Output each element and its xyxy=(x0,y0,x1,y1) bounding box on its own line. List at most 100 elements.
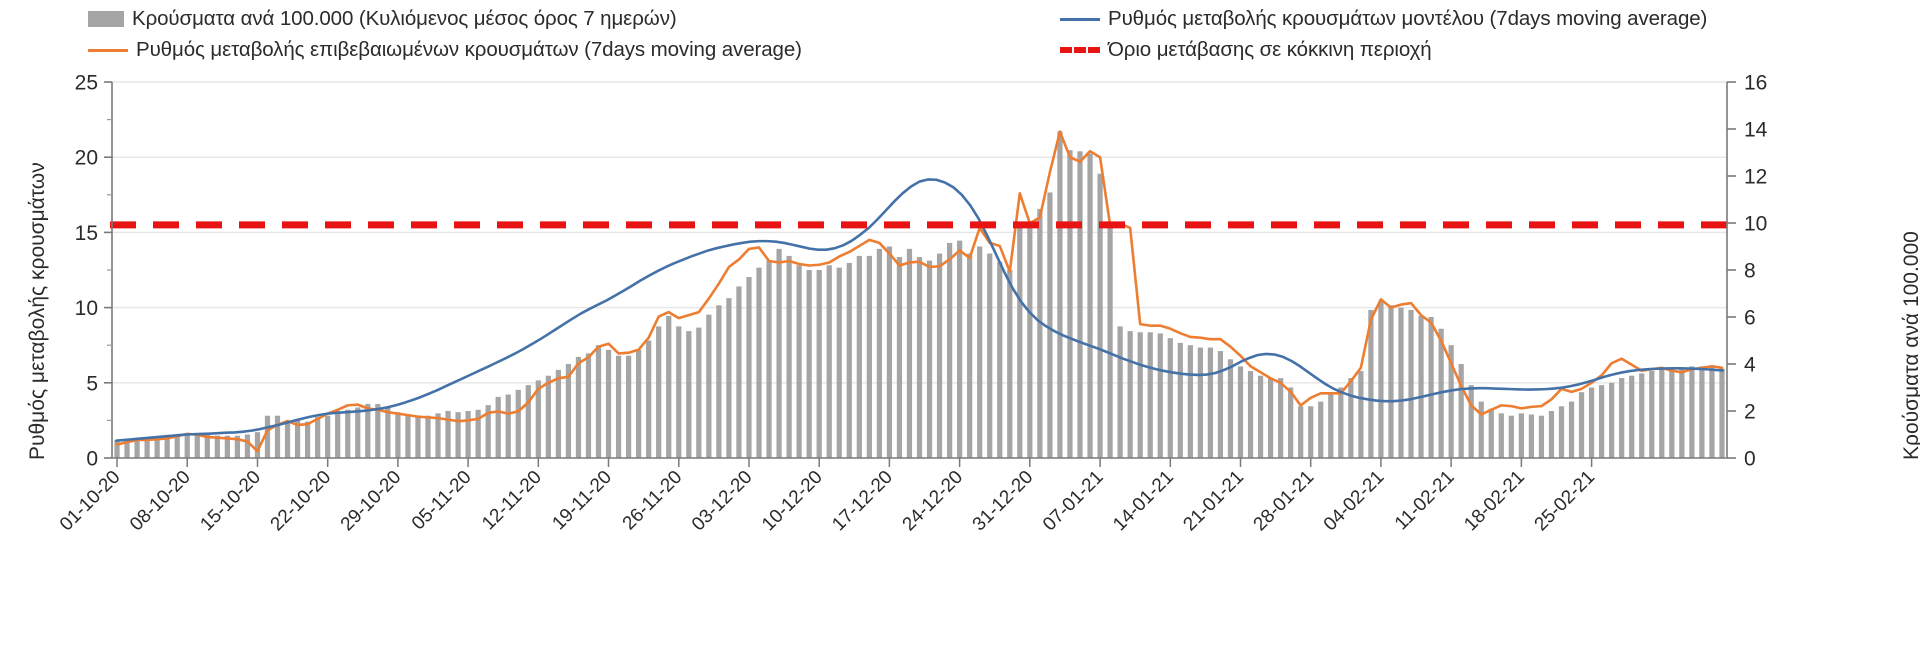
bar xyxy=(1247,371,1254,458)
bar xyxy=(385,406,391,458)
legend-label-red-threshold: Όριο μετάβασης σε κόκκινη περιοχή xyxy=(1108,38,1432,61)
legend-label-bars: Κρούσματα ανά 100.000 (Κυλιόμενος μέσος … xyxy=(132,7,677,30)
bar xyxy=(746,277,752,458)
bar xyxy=(967,253,973,458)
bar xyxy=(1619,378,1625,458)
legend-item-bars[interactable]: Κρούσματα ανά 100.000 (Κυλιόμενος μέσος … xyxy=(88,7,677,31)
x-tick-label: 19-11-20 xyxy=(548,467,616,535)
bar xyxy=(796,265,802,458)
y-tick-label-left: 10 xyxy=(75,297,98,320)
bar xyxy=(615,355,622,458)
bar xyxy=(1498,413,1504,458)
legend-item-confirmed-rate[interactable]: Ρυθμός μεταβολής επιβεβαιωμένων κρουσμάτ… xyxy=(88,38,802,62)
bar xyxy=(776,248,782,458)
y-tick-label-right: 2 xyxy=(1744,401,1756,424)
y-tick-label-right: 0 xyxy=(1744,448,1756,471)
bar xyxy=(545,375,551,458)
bar xyxy=(1197,347,1203,458)
bar xyxy=(1067,150,1073,458)
bar xyxy=(1418,315,1424,458)
bar xyxy=(1588,387,1595,458)
bar xyxy=(1568,401,1575,458)
bar xyxy=(1629,375,1635,458)
bar xyxy=(1227,359,1234,458)
bar xyxy=(786,255,792,458)
bar xyxy=(575,356,582,458)
x-tick-label: 04-02-21 xyxy=(1320,467,1389,536)
bar xyxy=(1127,331,1133,458)
bar xyxy=(114,440,120,459)
bar xyxy=(1157,333,1163,458)
bar xyxy=(204,434,210,458)
bar xyxy=(355,407,361,458)
bar xyxy=(144,438,150,458)
bar xyxy=(1458,364,1464,458)
bar xyxy=(916,257,923,458)
bar xyxy=(1328,394,1334,458)
x-tick-label: 15-10-20 xyxy=(196,467,265,536)
bar xyxy=(124,439,130,458)
bar xyxy=(656,326,662,458)
bar xyxy=(345,409,351,458)
bar xyxy=(1207,347,1214,458)
bar xyxy=(555,369,561,459)
bar xyxy=(405,415,411,458)
legend-item-red-threshold[interactable]: Όριο μετάβασης σε κόκκινη περιοχή xyxy=(1060,38,1432,62)
bar xyxy=(1137,332,1143,458)
bar xyxy=(244,434,251,458)
bar xyxy=(565,364,572,458)
bar xyxy=(365,403,371,458)
legend-label-model-rate: Ρυθμός μεταβολής κρουσμάτων μοντέλου (7d… xyxy=(1108,7,1708,30)
bar xyxy=(515,389,521,458)
bar xyxy=(1358,371,1364,458)
legend-item-model-rate[interactable]: Ρυθμός μεταβολής κρουσμάτων μοντέλου (7d… xyxy=(1060,7,1707,31)
bar xyxy=(676,326,682,458)
line-series-model-rate xyxy=(114,178,1725,442)
bar xyxy=(435,413,441,458)
bar xyxy=(1398,307,1404,458)
bar xyxy=(866,255,872,458)
chart-legend: Κρούσματα ανά 100.000 (Κυλιόμενος μέσος … xyxy=(0,0,1920,66)
bar xyxy=(425,415,431,458)
bar-swatch-icon xyxy=(88,11,124,27)
bar xyxy=(1689,366,1695,458)
x-tick-label: 24-12-20 xyxy=(899,467,968,536)
y-axis-right-ticks: 0 2 4 6 8 10 12 14 16 xyxy=(1727,72,1768,471)
y-tick-label-right: 14 xyxy=(1744,119,1768,142)
legend-label-confirmed-rate: Ρυθμός μεταβολής επιβεβαιωμένων κρουσμάτ… xyxy=(136,38,802,61)
x-tick-label: 10-12-20 xyxy=(758,467,827,536)
bar-series xyxy=(114,131,1725,459)
bar xyxy=(1037,208,1043,458)
bar xyxy=(1017,227,1023,458)
bar xyxy=(1428,317,1434,458)
bar xyxy=(1679,367,1685,458)
bar xyxy=(1187,345,1193,458)
bar xyxy=(1599,385,1605,458)
bar xyxy=(666,315,672,458)
bar xyxy=(1077,151,1083,458)
x-tick-label: 12-11-20 xyxy=(478,467,546,535)
bar xyxy=(1709,367,1715,458)
x-tick-label: 31-12-20 xyxy=(969,467,1038,536)
y-tick-label-right: 10 xyxy=(1744,213,1767,236)
bar xyxy=(535,380,541,458)
bar xyxy=(1117,326,1123,458)
bar xyxy=(264,415,271,458)
line-series-confirmed-rate xyxy=(115,130,1724,453)
bar xyxy=(977,246,983,458)
bar xyxy=(987,253,993,458)
bar xyxy=(315,416,321,459)
bar xyxy=(1699,366,1705,458)
x-axis-ticks: 01-10-20 08-10-20 15-10-20 22-10-20 29-10-20… xyxy=(56,458,1599,535)
bar xyxy=(1478,401,1484,458)
bar xyxy=(1538,415,1545,458)
bar xyxy=(886,246,893,458)
bar xyxy=(214,435,220,458)
bar xyxy=(234,435,240,458)
bar xyxy=(1368,309,1374,458)
y-tick-label-left: 25 xyxy=(75,72,98,95)
bar xyxy=(1047,192,1053,458)
bar xyxy=(1278,378,1284,458)
